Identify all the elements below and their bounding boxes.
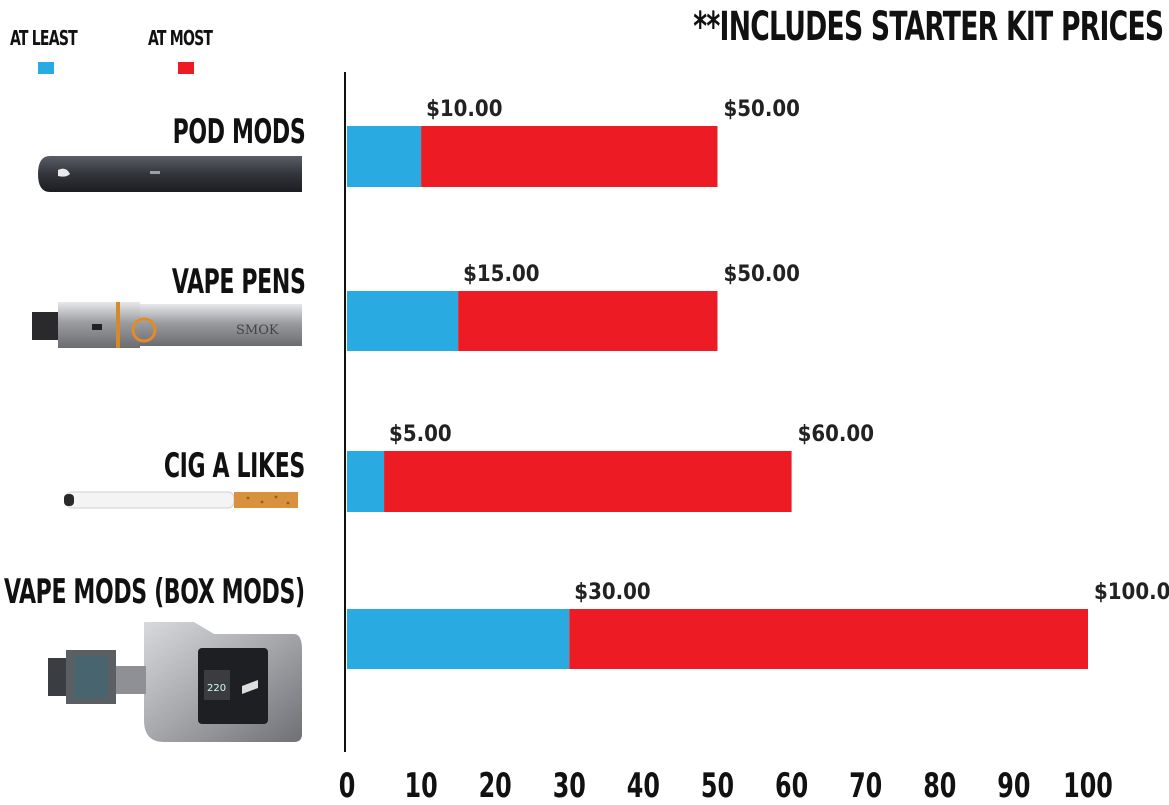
bar-at-least-pod-mods (347, 126, 422, 187)
data-label-at-least-vape-pens: $15.00 (463, 262, 539, 287)
bar-at-most-vape-pens (458, 291, 718, 351)
data-label-at-most-cig-a-likes: $60.00 (798, 422, 874, 447)
legend-swatch-at-most (178, 62, 194, 74)
category-label-cig-a-likes: CIG A LIKES (163, 446, 305, 486)
data-label-at-most-vape-mods-box-mods: $100.00 (1094, 580, 1169, 605)
chart-note: **INCLUDES STARTER KIT PRICES (692, 4, 1164, 50)
legend-item-at-least: AT LEAST (10, 26, 96, 74)
data-label-at-most-pod-mods: $50.00 (724, 97, 800, 122)
svg-text:SMOK: SMOK (236, 323, 279, 338)
legend-label-at-most: AT MOST (148, 26, 213, 50)
category-label-pod-mods: POD MODS (172, 112, 305, 152)
x-tick-label-40: 40 (627, 767, 660, 805)
box-mod-device-icon: 220 (48, 622, 302, 742)
x-tick-label-90: 90 (997, 767, 1030, 805)
bar-at-least-vape-mods-box-mods (347, 609, 570, 669)
data-label-at-least-pod-mods: $10.00 (426, 97, 502, 122)
bar-at-most-cig-a-likes (384, 451, 792, 512)
bar-at-most-vape-mods-box-mods (569, 609, 1088, 669)
cig-a-like-device-icon (64, 491, 298, 509)
data-label-at-most-vape-pens: $50.00 (724, 262, 800, 287)
vape-pen-device-icon: SMOK (32, 302, 302, 348)
x-tick-label-50: 50 (701, 767, 734, 805)
legend-swatch-at-least (38, 62, 54, 74)
data-label-at-least-vape-mods-box-mods: $30.00 (574, 580, 650, 605)
x-tick-label-0: 0 (339, 767, 356, 805)
category-label-vape-pens: VAPE PENS (171, 262, 305, 302)
data-label-at-least-cig-a-likes: $5.00 (389, 422, 452, 447)
bar-at-most-pod-mods (421, 126, 718, 187)
bar-at-least-vape-pens (347, 291, 459, 351)
x-tick-label-30: 30 (553, 767, 586, 805)
bars-group: $10.00 $50.00 $15.00 $50.00 $5.00 $60.00 $30.0… (347, 97, 1169, 669)
bar-at-least-cig-a-likes (347, 451, 385, 512)
x-tick-label-100: 100 (1063, 767, 1113, 805)
svg-text:220: 220 (207, 683, 226, 694)
category-label-vape-mods: VAPE MODS (BOX MODS) (4, 572, 305, 612)
x-ticks-group: 0 10 20 30 40 50 60 70 80 90 100 (339, 767, 1113, 805)
x-tick-label-70: 70 (849, 767, 882, 805)
x-tick-label-20: 20 (479, 767, 512, 805)
x-tick-label-60: 60 (775, 767, 808, 805)
pod-mod-device-icon (38, 156, 302, 192)
x-tick-label-80: 80 (923, 767, 956, 805)
legend-label-at-least: AT LEAST (10, 26, 78, 50)
x-tick-label-10: 10 (404, 767, 437, 805)
legend-item-at-most: AT MOST (148, 26, 230, 74)
